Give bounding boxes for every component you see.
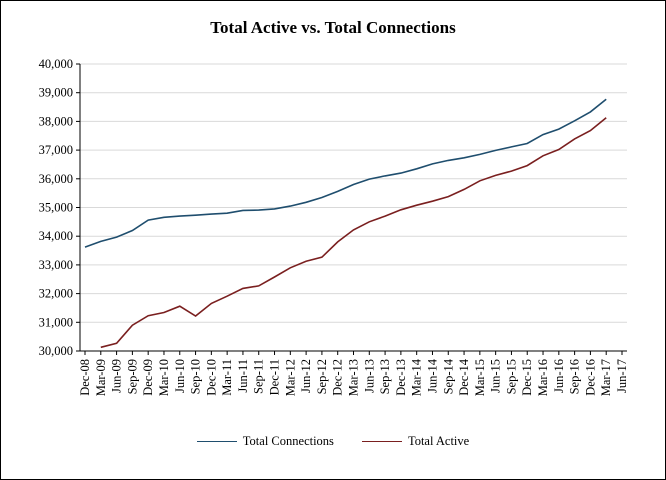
y-tick-label: 36,000	[39, 172, 73, 186]
x-tick-label: Sep-13	[378, 359, 392, 394]
x-tick-label: Mar-10	[157, 359, 171, 396]
x-tick-label: Sep-14	[441, 358, 455, 394]
x-tick-label: Sep-11	[252, 359, 266, 394]
legend-item-connections: Total Connections	[196, 434, 334, 449]
x-tick-label: Jun-16	[552, 359, 566, 393]
y-tick-label: 37,000	[39, 143, 73, 157]
y-axis-ticks: 30,000 31,000 32,000 33,000 34,000 35,000 36,0…	[39, 57, 80, 358]
x-tick-label: Mar-09	[94, 359, 108, 396]
x-tick-label: Mar-17	[599, 359, 613, 396]
y-tick-label: 34,000	[39, 229, 73, 243]
y-tick-label: 38,000	[39, 114, 73, 128]
y-tick-label: 33,000	[39, 258, 73, 272]
x-tick-label: Jun-12	[299, 359, 313, 393]
series-lines	[84, 98, 607, 349]
legend-item-active: Total Active	[361, 434, 470, 449]
gridlines	[80, 63, 627, 323]
x-tick-label: Dec-11	[268, 359, 282, 395]
legend-swatch-active	[361, 441, 402, 442]
x-tick-label: Jun-15	[489, 359, 503, 393]
x-tick-label: Jun-17	[615, 359, 629, 393]
x-tick-label: Jun-13	[362, 359, 376, 393]
x-tick-label: Jun-11	[236, 359, 250, 393]
x-tick-label: Mar-11	[220, 359, 234, 396]
x-tick-label: Dec-16	[583, 359, 597, 396]
x-tick-label: Mar-15	[473, 359, 487, 396]
y-tick-label: 40,000	[39, 57, 73, 71]
x-tick-label: Mar-13	[347, 359, 361, 396]
x-tick-label: Dec-14	[457, 358, 471, 396]
x-tick-label: Sep-10	[189, 359, 203, 394]
chart-title: Total Active vs. Total Connections	[210, 18, 456, 37]
legend-label-active: Total Active	[407, 434, 470, 448]
y-tick-label: 30,000	[39, 344, 73, 358]
x-tick-label: Sep-15	[504, 359, 518, 394]
series-line-total-connections	[84, 98, 607, 248]
x-tick-label: Jun-14	[425, 358, 439, 393]
x-tick-label: Dec-15	[520, 359, 534, 396]
x-tick-label: Dec-13	[394, 359, 408, 396]
legend: Total Connections Total Active	[0, 434, 666, 449]
legend-swatch-connections	[196, 441, 237, 442]
x-tick-label: Dec-10	[204, 359, 218, 396]
y-tick-label: 35,000	[39, 201, 73, 215]
x-tick-label: Jun-10	[173, 359, 187, 393]
x-tick-label: Jun-09	[110, 359, 124, 393]
x-axis-ticks: Dec-08 Mar-09 Jun-09 Sep-09 Dec-09 Mar-10 Jun-…	[78, 351, 629, 396]
y-tick-label: 32,000	[39, 287, 73, 301]
x-tick-label: Sep-16	[568, 359, 582, 394]
legend-label-connections: Total Connections	[242, 434, 334, 448]
y-tick-label: 31,000	[39, 315, 73, 329]
series-line-total-active	[100, 117, 607, 349]
x-tick-label: Mar-12	[283, 359, 297, 396]
x-tick-label: Dec-12	[331, 359, 345, 396]
x-tick-label: Mar-16	[536, 359, 550, 396]
y-tick-label: 39,000	[39, 86, 73, 100]
x-tick-label: Dec-09	[141, 359, 155, 396]
x-tick-label: Dec-08	[78, 359, 92, 396]
x-tick-label: Mar-14	[410, 358, 424, 396]
x-tick-label: Sep-09	[125, 359, 139, 394]
x-tick-label: Sep-12	[315, 359, 329, 394]
